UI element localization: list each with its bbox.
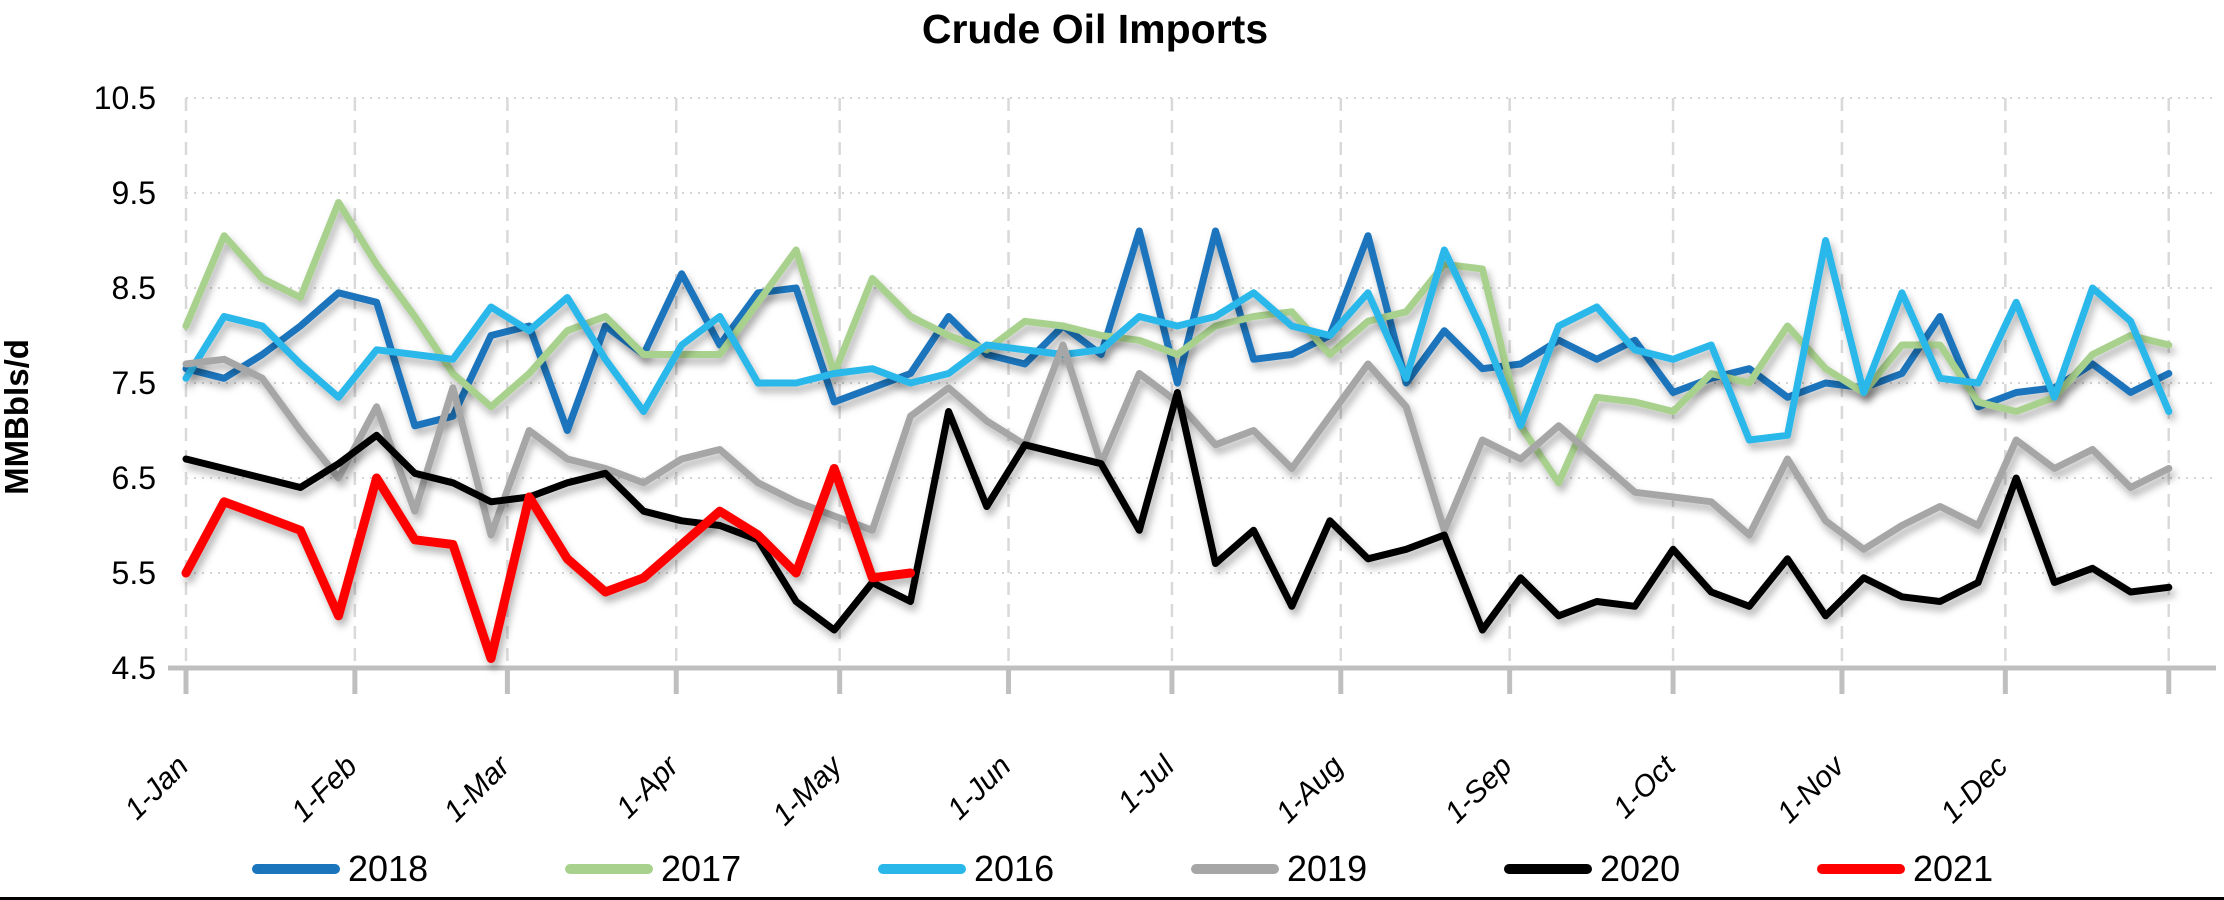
y-tick-label: 5.5 bbox=[112, 555, 156, 591]
legend-label: 2016 bbox=[974, 848, 1055, 889]
series-line-2021 bbox=[181, 464, 915, 663]
x-tick-label: 1-Dec bbox=[1934, 750, 2014, 830]
legend-item-2016: 2016 bbox=[878, 843, 1054, 895]
x-tick-label: 1-Jul bbox=[1112, 749, 1182, 819]
x-axis bbox=[168, 665, 2216, 694]
legend-item-2020: 2020 bbox=[1504, 843, 1680, 895]
series-line-2016 bbox=[182, 237, 2173, 444]
legend-item-2018: 2018 bbox=[252, 843, 428, 895]
legend-label: 2018 bbox=[348, 848, 429, 889]
legend-swatch-2016 bbox=[878, 864, 966, 874]
x-tick-label: 1-Apr bbox=[610, 749, 686, 825]
legend-label: 2021 bbox=[1913, 848, 1994, 889]
x-tick-label: 1-Feb bbox=[285, 750, 364, 829]
y-tick-label: 10.5 bbox=[94, 80, 156, 116]
y-tick-label: 9.5 bbox=[112, 175, 156, 211]
y-tick-label: 7.5 bbox=[112, 365, 156, 401]
gridlines bbox=[184, 97, 2216, 669]
series-line-2017 bbox=[182, 199, 2173, 487]
legend-item-2019: 2019 bbox=[1191, 843, 1367, 895]
series-line-2018 bbox=[182, 227, 2173, 434]
legend-item-2021: 2021 bbox=[1817, 843, 1993, 895]
legend-label: 2020 bbox=[1600, 848, 1681, 889]
legend-swatch-2018 bbox=[252, 864, 340, 874]
x-tick-label: 1-Sep bbox=[1439, 750, 1519, 830]
legend-label: 2017 bbox=[661, 848, 742, 889]
series-line-2020 bbox=[182, 389, 2173, 634]
legend-swatch-2017 bbox=[565, 864, 653, 874]
legend-swatch-2021 bbox=[1817, 864, 1905, 874]
y-tick-label: 4.5 bbox=[112, 650, 156, 686]
x-tick-label: 1-Aug bbox=[1270, 749, 1350, 829]
x-tick-label: 1-Oct bbox=[1607, 748, 1683, 824]
y-tick-label: 8.5 bbox=[112, 270, 156, 306]
x-tick-label: 1-Mar bbox=[438, 749, 517, 828]
legend-label: 2019 bbox=[1287, 848, 1368, 889]
y-tick-label: 6.5 bbox=[112, 460, 156, 496]
legend: 2018 2017 2016 2019 2020 2021 bbox=[0, 843, 2224, 895]
x-tick-label: 1-Jan bbox=[119, 750, 195, 826]
legend-swatch-2019 bbox=[1191, 864, 1279, 874]
chart-title: Crude Oil Imports bbox=[921, 6, 1269, 52]
x-tick-label: 1-Nov bbox=[1771, 748, 1852, 829]
x-tick-label: 1-May bbox=[766, 748, 850, 832]
legend-swatch-2020 bbox=[1504, 864, 1592, 874]
x-tick-label: 1-Jun bbox=[941, 750, 1017, 826]
legend-item-2017: 2017 bbox=[565, 843, 741, 895]
